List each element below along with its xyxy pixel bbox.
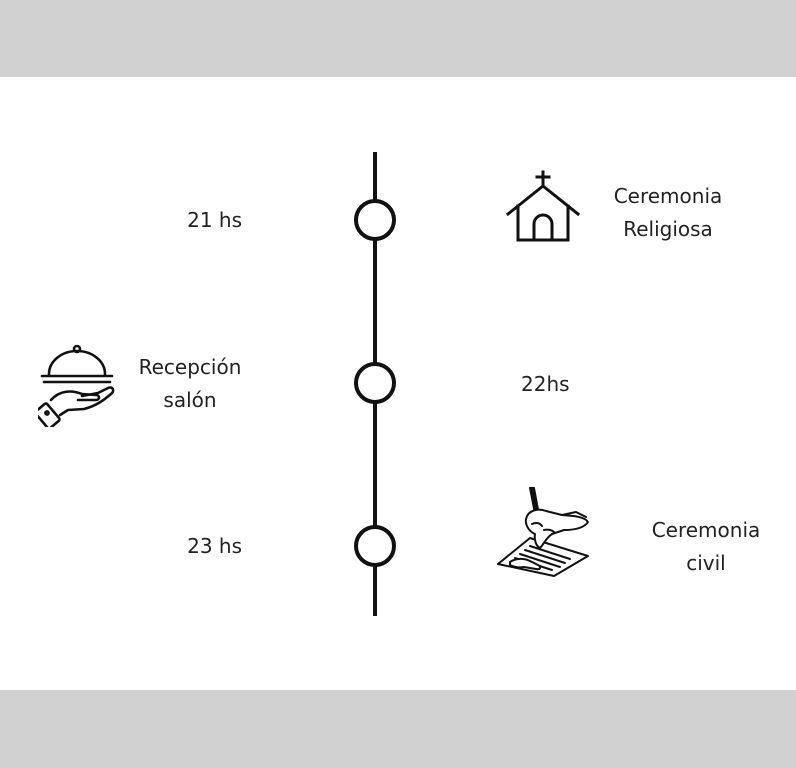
timeline-node-1 [354, 199, 396, 241]
timeline-node-2 [354, 362, 396, 404]
bottom-band [0, 690, 796, 768]
event-3-title-line-1: Ceremonia [651, 518, 761, 542]
serving-cloche-hand-icon [38, 344, 115, 427]
event-1-title-line-2: Religiosa [623, 217, 713, 241]
event-2-title-line-2: salón [163, 388, 217, 412]
event-1-time: 21 hs [187, 208, 242, 232]
event-1-title: Ceremonia Religiosa [598, 180, 738, 246]
event-2-time: 22hs [521, 372, 570, 396]
timeline-panel [0, 77, 796, 690]
timeline-node-3 [354, 525, 396, 567]
event-2-title: Recepción salón [126, 351, 254, 417]
church-icon [505, 170, 581, 242]
hand-signing-document-icon [497, 487, 589, 577]
top-band [0, 0, 796, 77]
event-3-title-line-2: civil [686, 551, 726, 575]
event-1-title-line-1: Ceremonia [613, 184, 723, 208]
event-3-time: 23 hs [187, 534, 242, 558]
event-3-title: Ceremonia civil [640, 514, 772, 580]
event-2-title-line-1: Recepción [138, 355, 242, 379]
